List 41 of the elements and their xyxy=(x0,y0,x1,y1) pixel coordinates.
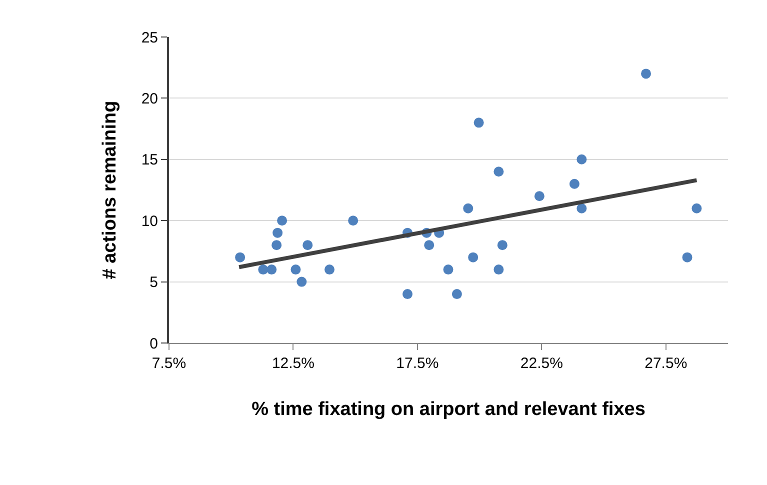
point xyxy=(272,228,283,238)
y-tick-label: 10 xyxy=(141,212,158,230)
point xyxy=(424,240,434,250)
point xyxy=(443,264,454,275)
point xyxy=(348,216,358,226)
point xyxy=(468,252,478,262)
point xyxy=(569,178,580,189)
point xyxy=(402,289,413,300)
point xyxy=(277,216,288,226)
point xyxy=(266,264,277,275)
point xyxy=(641,68,652,79)
point xyxy=(682,252,692,262)
point xyxy=(452,289,462,300)
point xyxy=(324,264,334,275)
point xyxy=(235,252,246,262)
point xyxy=(474,118,484,128)
x-tick-label: 22.5% xyxy=(520,355,563,372)
y-tick-label: 15 xyxy=(141,152,158,169)
y-tick-label: 5 xyxy=(150,274,158,292)
point xyxy=(576,203,587,214)
x-tick-label: 12.5% xyxy=(272,355,314,372)
point xyxy=(576,154,587,164)
point xyxy=(692,203,702,214)
point xyxy=(534,191,544,202)
x-tick-label: 7.5% xyxy=(152,355,186,372)
x-tick-label: 27.5% xyxy=(644,355,688,372)
y-tick-label: 25 xyxy=(141,29,158,46)
point xyxy=(497,240,508,250)
x-tick-label: 17.5% xyxy=(396,355,439,372)
point xyxy=(258,264,268,275)
y-tick-label: 0 xyxy=(150,335,158,352)
point xyxy=(302,240,313,250)
y-tick-label: 20 xyxy=(141,90,158,108)
point xyxy=(296,276,307,287)
x-axis-title: % time fixating on airport and relevant fixes xyxy=(252,398,646,420)
point xyxy=(494,166,504,177)
point xyxy=(494,264,504,275)
point xyxy=(463,203,474,214)
point xyxy=(272,240,282,250)
point xyxy=(290,264,301,275)
y-axis-title: # actions remaining xyxy=(100,100,121,280)
